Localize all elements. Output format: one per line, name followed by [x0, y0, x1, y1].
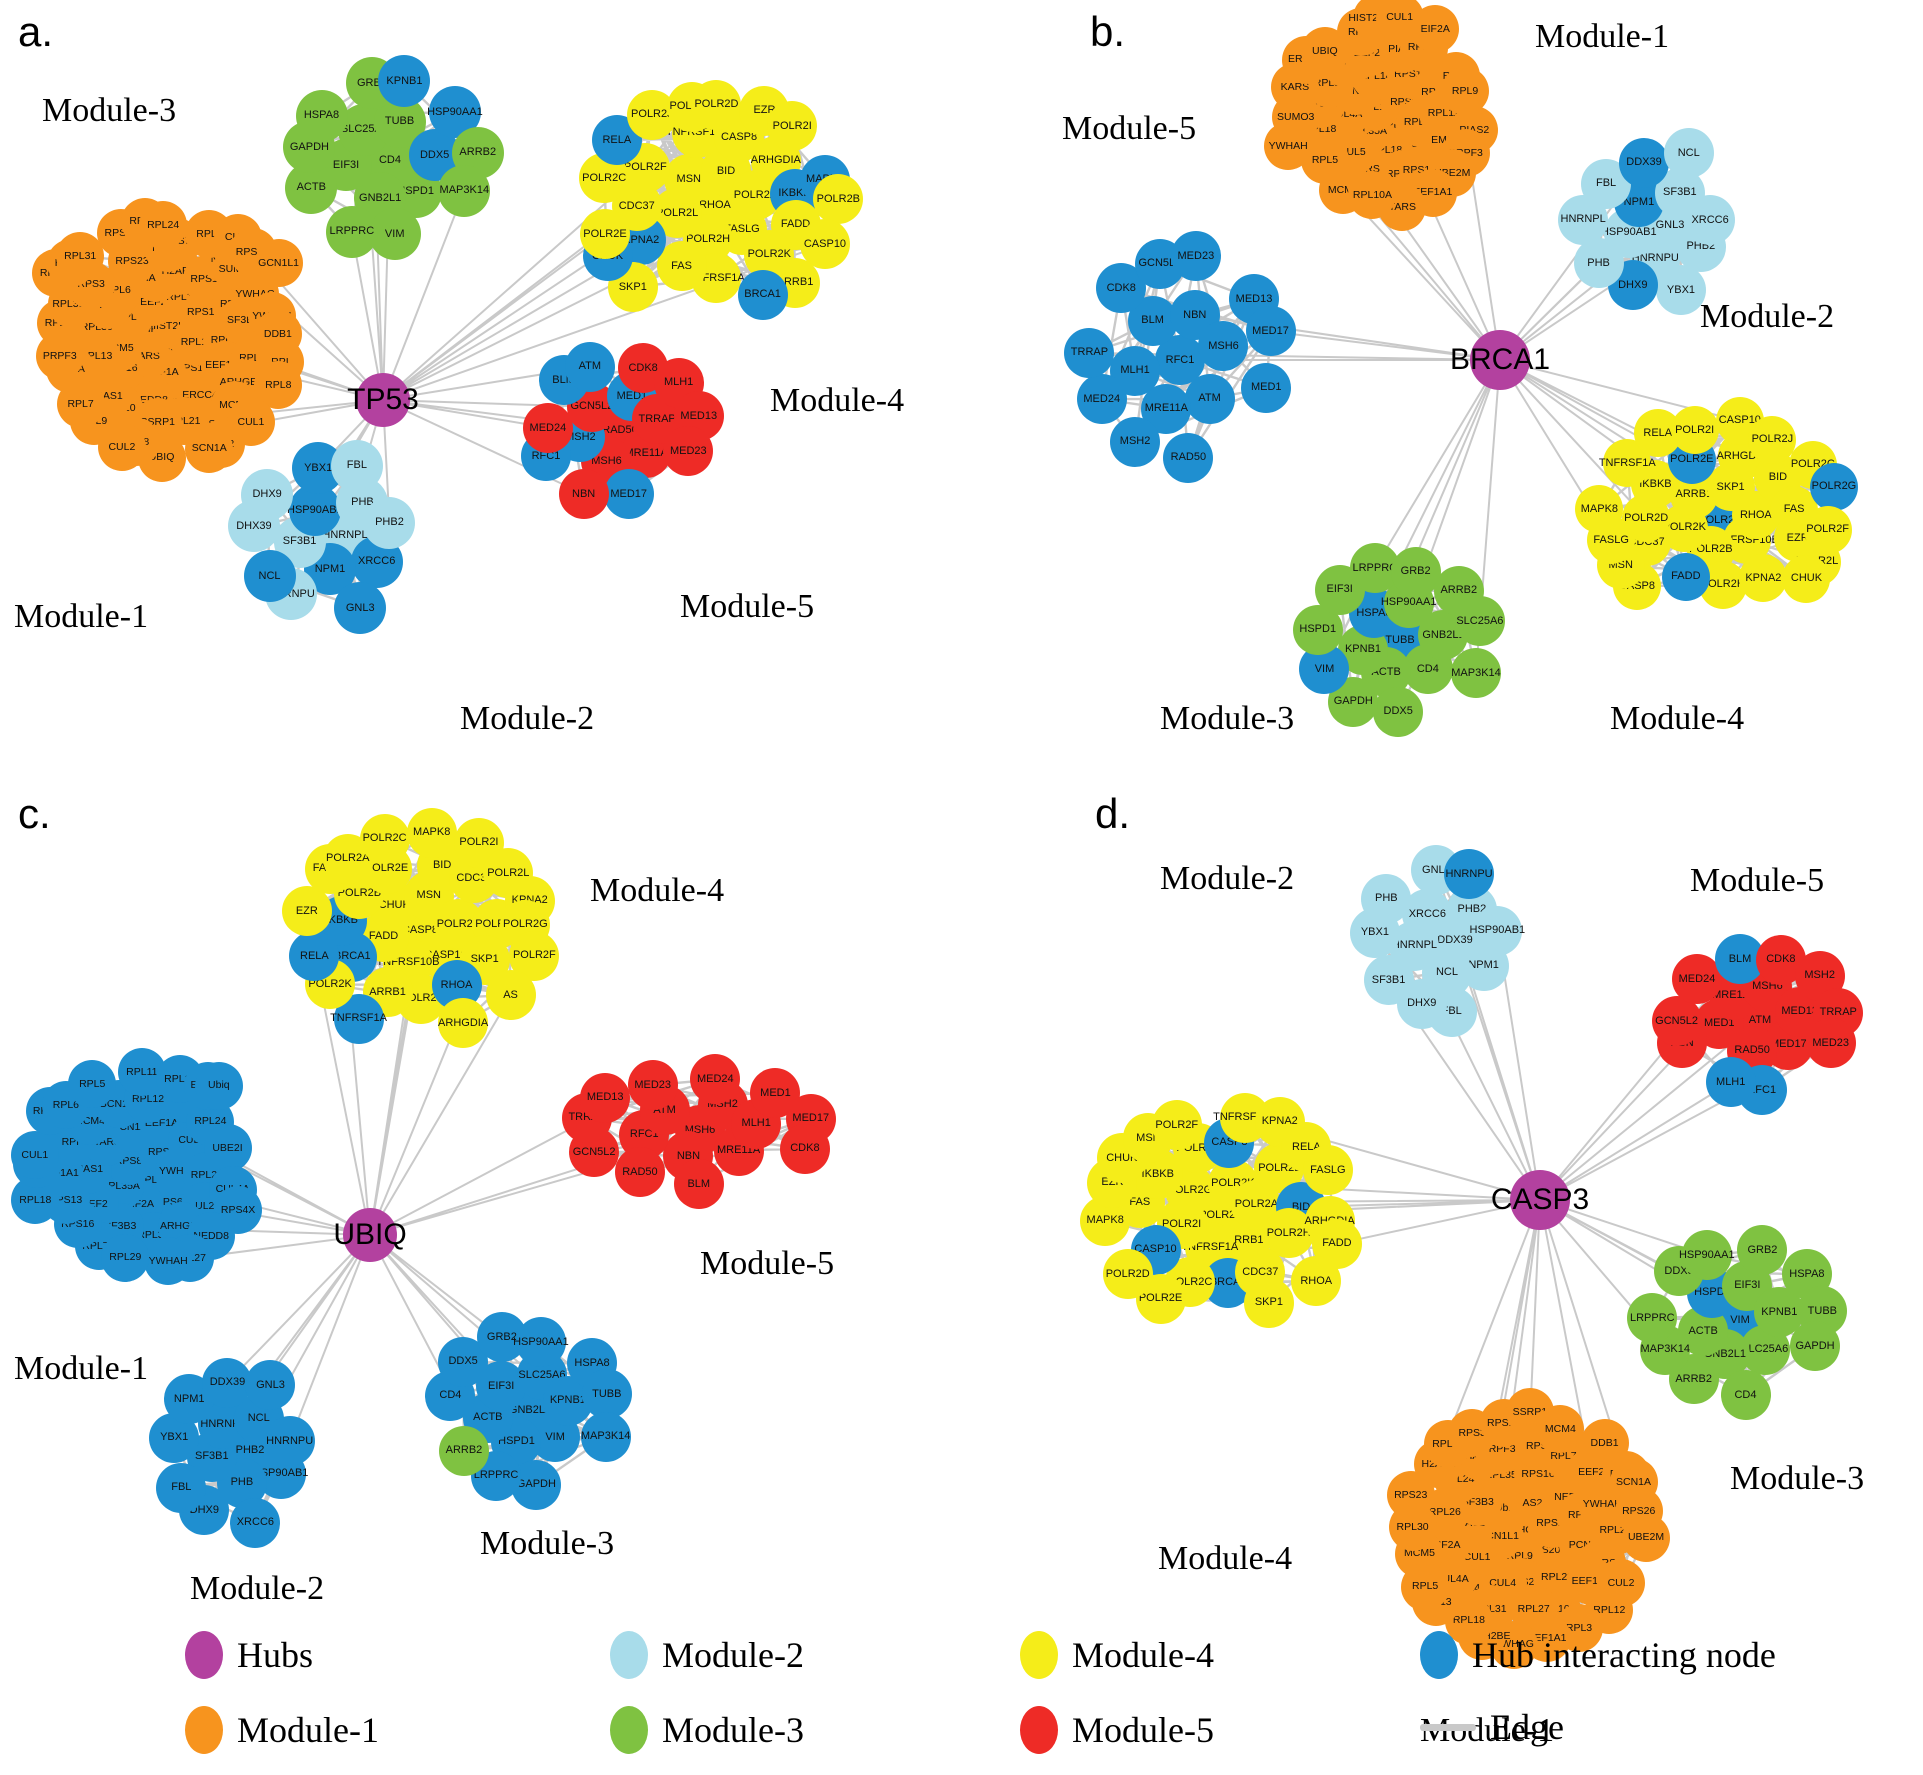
panel-b-node-ddx5[interactable]: DDX5	[1373, 686, 1424, 737]
legend-item-module-3: Module-3	[610, 1706, 804, 1754]
legend-color-swatch	[1020, 1631, 1058, 1679]
panel-a-module-label-1: Module-3	[42, 92, 177, 129]
legend-label: Hubs	[237, 1635, 314, 1675]
panel-d-module-label-3: Module-4	[1158, 1540, 1293, 1577]
panel-c-module-label-3: Module-1	[14, 1350, 149, 1387]
panel-b-module-label-4: Module-3	[1160, 700, 1295, 737]
panel-b-module-label-2: Module-5	[1062, 110, 1197, 147]
legend-item-module-5: Module-5	[1020, 1706, 1214, 1754]
panel-c-node-cdk8[interactable]: CDK8	[779, 1123, 830, 1174]
legend-label: Edge	[1490, 1707, 1564, 1747]
panel-d-node-sf3b1[interactable]: SF3B1	[1363, 955, 1414, 1006]
panel-c-panel-letter: c.	[18, 790, 51, 837]
legend-label: Module-3	[662, 1710, 804, 1750]
panel-a-node-fbl[interactable]: FBL	[330, 439, 383, 492]
legend-item-module-2: Module-2	[610, 1631, 804, 1679]
panel-a-node-nbn[interactable]: NBN	[558, 469, 609, 520]
panel-b-module-label-5: Module-4	[1610, 700, 1745, 737]
panel-c-node-blm[interactable]: BLM	[673, 1159, 724, 1210]
legend-color-swatch	[185, 1706, 223, 1754]
legend-color-swatch	[610, 1631, 648, 1679]
panel-a-node-fas[interactable]: FAS	[656, 241, 707, 291]
legend-color-swatch	[610, 1706, 648, 1754]
panel-a-module-label-3: Module-4	[770, 382, 905, 419]
panel-b-node-msh6[interactable]: MSH6	[1198, 321, 1249, 372]
panel-b-module-label-1: Module-1	[1535, 18, 1670, 55]
legend-label: Module-4	[1072, 1635, 1214, 1675]
panel-d-module-label-5: Module-1	[1420, 1712, 1555, 1749]
panel-d-node-hsp90ab1[interactable]: HSP90AB1	[1470, 905, 1525, 956]
legend-color-swatch	[185, 1631, 223, 1679]
panel-b-panel-letter: b.	[1090, 8, 1126, 55]
panel-c-module-label-2: Module-5	[700, 1245, 835, 1282]
legend-item-edge: Edge	[1420, 1706, 1564, 1748]
panel-a-module-label-2: Module-1	[14, 598, 149, 635]
panel-c-node-mapk8[interactable]: MAPK8	[406, 807, 457, 858]
legend-item-hubs: Hubs	[185, 1631, 313, 1679]
panel-d-node-phb[interactable]: PHB	[1361, 873, 1412, 924]
panel-c-module-label-4: Module-2	[190, 1570, 325, 1607]
legend-label: Module-2	[662, 1635, 804, 1675]
legend-color-swatch	[1420, 1631, 1458, 1679]
panel-d-module-label-2: Module-5	[1690, 862, 1825, 899]
panel-a-module-label-5: Module-5	[680, 588, 815, 625]
panel-a-panel-letter: a.	[18, 8, 54, 55]
panel-b-node-ddx39[interactable]: DDX39	[1618, 137, 1669, 188]
panel-c-module-label-1: Module-4	[590, 872, 725, 909]
legend-label: Module-5	[1072, 1710, 1214, 1750]
panel-c-module-label-5: Module-3	[480, 1525, 615, 1562]
panel-d-panel-letter: d.	[1095, 790, 1131, 837]
panel-d-module-label-4: Module-3	[1730, 1460, 1865, 1497]
panel-a-module-label-4: Module-2	[460, 700, 595, 737]
panel-b-node-phb[interactable]: PHB	[1573, 238, 1624, 289]
panel-d-node-grb2[interactable]: GRB2	[1737, 1225, 1788, 1276]
legend-item-hub-interacting-node: Hub interacting node	[1420, 1631, 1776, 1679]
legend-color-swatch	[1020, 1706, 1058, 1754]
legend-label: Hub interacting node	[1472, 1635, 1776, 1675]
legend-edge-swatch	[1420, 1723, 1476, 1731]
legend-label: Module-1	[237, 1710, 379, 1750]
legend-item-module-1: Module-1	[185, 1706, 379, 1754]
legend-item-module-4: Module-4	[1020, 1631, 1214, 1679]
panel-d-node-polr2f[interactable]: POLR2F	[1151, 1100, 1202, 1151]
panel-d-module-label-1: Module-2	[1160, 860, 1295, 897]
panel-b-module-label-3: Module-2	[1700, 298, 1835, 335]
